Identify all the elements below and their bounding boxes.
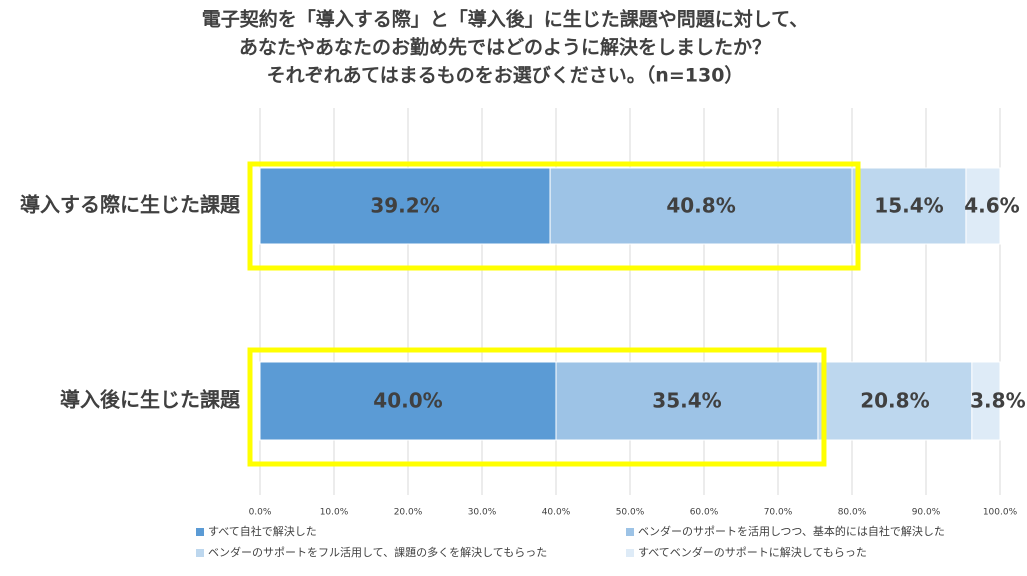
highlight-box: [247, 347, 827, 467]
legend-swatch: [196, 549, 204, 557]
x-tick-label: 80.0%: [838, 508, 867, 518]
legend-label: ベンダーのサポートをフル活用して、課題の多くを解決してもらった: [208, 545, 547, 559]
x-tick-label: 10.0%: [320, 508, 349, 518]
legend-swatch: [196, 528, 204, 536]
category-label: 導入後に生じた課題: [60, 388, 241, 412]
x-tick-label: 0.0%: [249, 508, 272, 518]
value-label: 15.4%: [874, 194, 943, 218]
value-label: 35.4%: [652, 389, 721, 413]
x-tick-label: 50.0%: [616, 508, 645, 518]
legend-label: すべて自社で解決した: [208, 524, 317, 538]
legend-label: すべてベンダーのサポートに解決してもらった: [638, 545, 867, 559]
x-tick-label: 90.0%: [912, 508, 941, 518]
x-tick-label: 30.0%: [468, 508, 497, 518]
x-tick-label: 60.0%: [690, 508, 719, 518]
bar-segment: [555, 361, 819, 441]
chart-title: あなたやあなたのお勤め先ではどのように解決をしましたか？: [239, 36, 771, 59]
x-tick-label: 100.0%: [983, 508, 1018, 518]
value-label: 40.0%: [373, 389, 442, 413]
value-label: 39.2%: [370, 194, 439, 218]
bar-segment: [259, 361, 557, 441]
x-tick-label: 40.0%: [542, 508, 571, 518]
bar-segment: [971, 361, 1001, 441]
legend-swatch: [626, 549, 634, 557]
highlight-box: [247, 161, 861, 271]
x-tick-label: 20.0%: [394, 508, 423, 518]
bar-segment: [851, 167, 967, 245]
bar-segment: [965, 167, 1001, 245]
value-label: 20.8%: [860, 389, 929, 413]
category-label: 導入する際に生じた課題: [20, 193, 241, 217]
legend-label: ベンダーのサポートを活用しつつ、基本的には自社で解決した: [638, 524, 945, 538]
x-tick-label: 70.0%: [764, 508, 793, 518]
value-label: 40.8%: [666, 194, 735, 218]
legend-swatch: [626, 528, 634, 536]
chart-title: それぞれあてはまるものをお選びください。（n=130）: [267, 64, 744, 87]
chart-title: 電子契約を「導入する際」と「導入後」に生じた課題や問題に対して、: [202, 8, 808, 31]
value-label: 3.8%: [970, 389, 1025, 413]
value-label: 4.6%: [964, 194, 1019, 218]
